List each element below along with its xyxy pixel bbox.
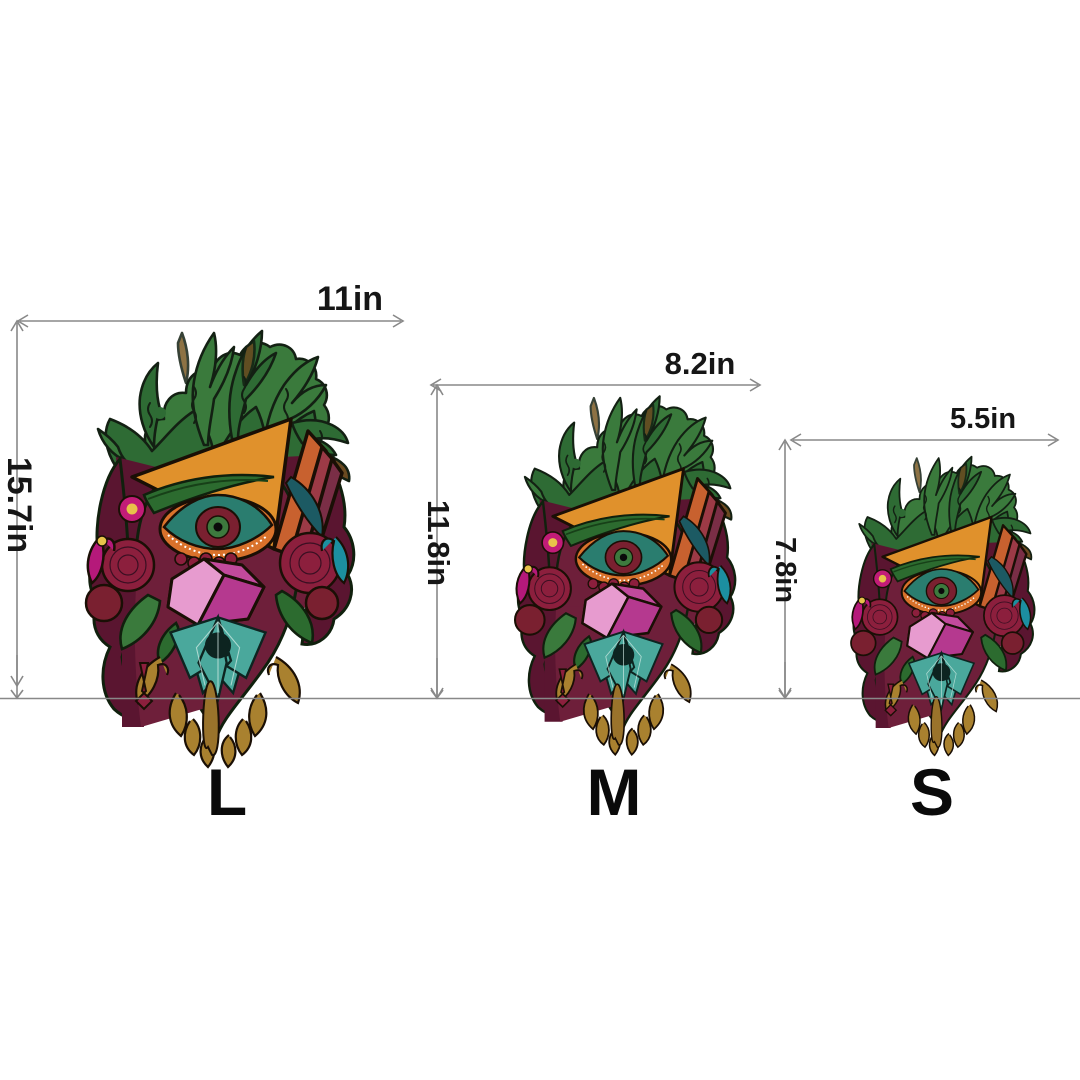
svg-text:15.7in: 15.7in <box>0 457 38 553</box>
svg-text:8.2in: 8.2in <box>665 346 736 381</box>
svg-text:7.8in: 7.8in <box>769 537 801 603</box>
svg-text:11.8in: 11.8in <box>421 500 456 586</box>
svg-text:M: M <box>587 755 642 829</box>
svg-text:S: S <box>910 755 954 829</box>
svg-text:5.5in: 5.5in <box>950 403 1016 435</box>
svg-text:11in: 11in <box>317 280 383 318</box>
svg-text:L: L <box>207 755 247 829</box>
